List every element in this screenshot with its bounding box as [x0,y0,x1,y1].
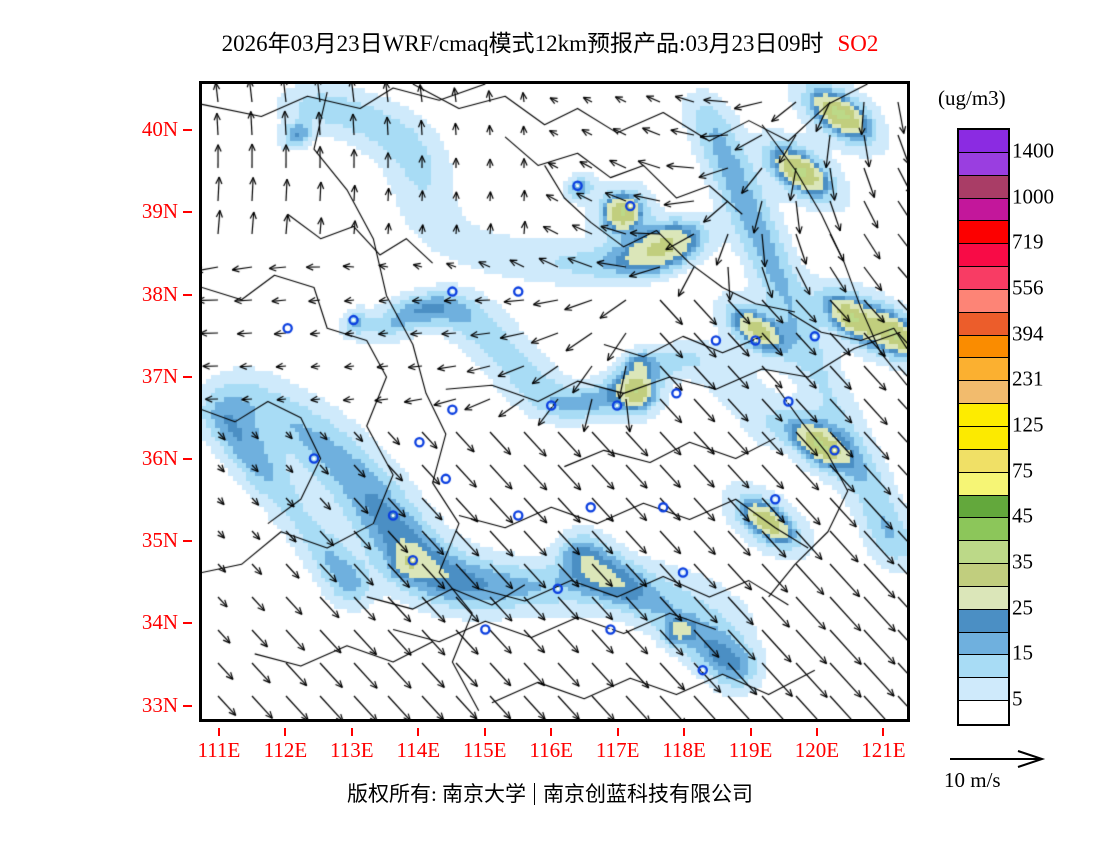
colorbar-band [959,130,1008,153]
page-title: 2026年03月23日WRF/cmaq模式12km预报产品:03月23日09时 S… [0,24,1100,58]
colorbar-unit-label: (ug/m3) [938,86,1006,110]
colorbar-tick-label: 45 [1012,503,1033,528]
latitude-tick-mark [183,293,192,296]
colorbar-band [959,221,1008,245]
latitude-tick-label: 36N [141,446,178,471]
longitude-tick-mark [483,728,486,736]
latitude-tick-label: 33N [141,692,178,717]
colorbar-band [959,586,1008,610]
colorbar-band [959,198,1008,222]
latitude-tick-label: 35N [141,528,178,553]
colorbar[interactable] [957,128,1010,726]
colorbar-tick-labels: 1400 1000 719 556 394 231 125 75 45 35 25 15 5 [1012,128,1098,722]
colorbar-band [959,244,1008,268]
colorbar-tick-label: 15 [1012,640,1033,665]
colorbar-tick-label: 231 [1012,366,1044,391]
colorbar-band [959,381,1008,405]
latitude-tick-mark [183,540,192,543]
colorbar-band [959,518,1008,542]
longitude-tick-mark [749,728,752,736]
colorbar-band [959,289,1008,313]
latitude-axis: 40N 39N 38N 37N 36N 35N 34N 33N [130,81,192,722]
longitude-tick-mark [815,728,818,736]
footer-divider [534,783,536,805]
longitude-tick-label: 113E [330,738,374,762]
colorbar-band [959,701,1008,724]
colorbar-tick-label: 394 [1012,321,1044,346]
colorbar-band [959,449,1008,473]
longitude-tick-label: 118E [662,738,706,762]
longitude-tick-label: 119E [728,738,773,762]
colorbar-band [959,335,1008,359]
colorbar-tick-label: 25 [1012,595,1033,620]
longitude-tick-label: 115E [462,738,507,762]
longitude-tick-label: 116E [529,738,573,762]
colorbar-band [959,632,1008,656]
latitude-tick-mark [183,129,192,132]
latitude-tick-label: 39N [141,199,178,224]
latitude-tick-label: 40N [141,117,178,142]
colorbar-band [959,564,1008,587]
longitude-tick-mark [616,728,619,736]
colorbar-band [959,175,1008,199]
latitude-tick-mark [183,375,192,378]
concentration-field-canvas [202,84,907,719]
colorbar-band [959,312,1008,336]
longitude-tick-mark [284,728,287,736]
latitude-tick-mark [183,622,192,625]
longitude-tick-mark [417,728,420,736]
wind-scale-legend: 10 m/s [944,748,1094,798]
longitude-tick-label: 121E [861,738,906,762]
latitude-tick-label: 38N [141,281,178,306]
longitude-tick-mark [217,728,220,736]
colorbar-band [959,426,1008,450]
longitude-tick-label: 120E [794,738,840,762]
longitude-tick-label: 117E [595,738,640,762]
colorbar-tick-label: 35 [1012,549,1033,574]
longitude-tick-mark [882,728,885,736]
colorbar-band [959,358,1008,382]
colorbar-band [959,609,1008,633]
latitude-tick-mark [183,458,192,461]
colorbar-band [959,541,1008,565]
colorbar-tick-label: 75 [1012,458,1033,483]
wind-arrow-icon [950,750,1046,768]
colorbar-band [959,404,1008,427]
colorbar-tick-label: 5 [1012,686,1023,711]
colorbar-tick-label: 1000 [1012,184,1054,209]
longitude-tick-mark [550,728,553,736]
longitude-tick-mark [350,728,353,736]
footer: 版权所有: 南京大学 南京创蓝科技有限公司 [0,778,1100,808]
map-plot-area[interactable] [199,81,910,722]
longitude-tick-mark [683,728,686,736]
colorbar-band [959,655,1008,679]
title-species-label: SO2 [837,31,879,56]
latitude-tick-label: 37N [141,363,178,388]
longitude-axis: 111E 112E 113E 114E 115E 116E 117E 118E 119E 120E… [197,728,910,762]
longitude-tick-label: 114E [396,738,441,762]
longitude-tick-label: 112E [263,738,308,762]
colorbar-tick-label: 1400 [1012,138,1054,163]
colorbar-tick-label: 125 [1012,412,1044,437]
latitude-tick-mark [183,211,192,214]
title-main-text: 2026年03月23日WRF/cmaq模式12km预报产品:03月23日09时 [221,31,824,56]
colorbar-band [959,267,1008,290]
colorbar-tick-label: 719 [1012,229,1044,254]
colorbar-tick-label: 556 [1012,275,1044,300]
colorbar-band [959,678,1008,702]
latitude-tick-mark [183,704,192,707]
footer-right-text: 南京创蓝科技有限公司 [543,782,754,806]
footer-left-text: 版权所有: 南京大学 [346,782,527,806]
colorbar-band [959,472,1008,496]
longitude-tick-label: 111E [197,738,241,762]
colorbar-band [959,152,1008,176]
colorbar-band [959,495,1008,519]
latitude-tick-label: 34N [141,610,178,635]
wind-scale-label: 10 m/s [944,768,1001,792]
